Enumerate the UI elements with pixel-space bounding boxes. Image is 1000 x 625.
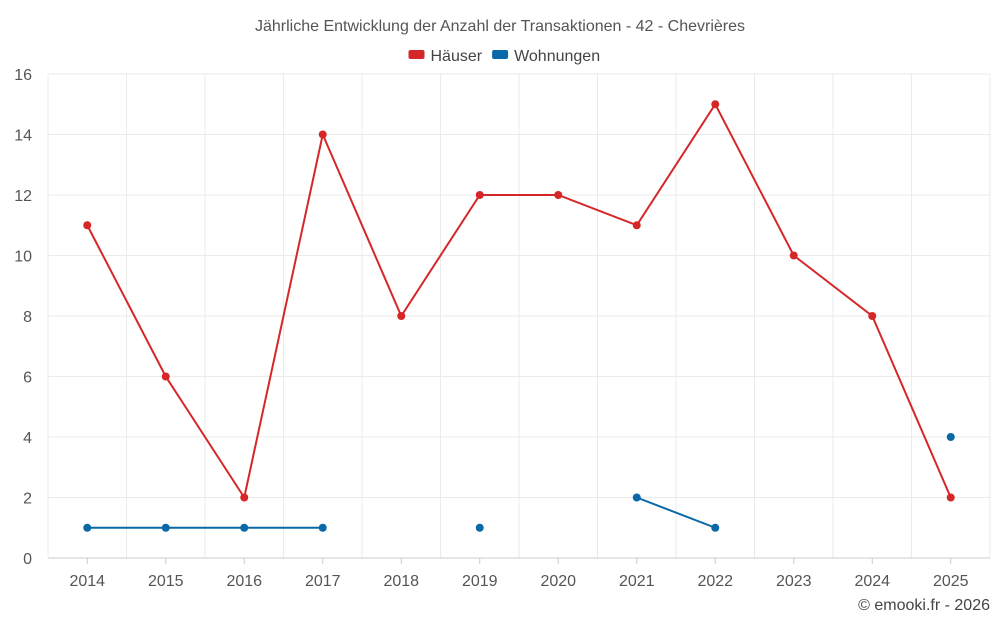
data-point[interactable] [161, 372, 170, 381]
data-point[interactable] [475, 523, 484, 532]
x-tick-label: 2025 [933, 573, 969, 590]
data-point[interactable] [161, 523, 170, 532]
x-tick-label: 2024 [854, 573, 890, 590]
y-axis: 0 2 4 6 8 10 12 14 16 [14, 67, 32, 568]
data-point[interactable] [318, 523, 327, 532]
x-tick-label: 2017 [305, 573, 341, 590]
y-tick-label: 4 [23, 430, 32, 447]
data-point[interactable] [83, 523, 92, 532]
data-point[interactable] [946, 433, 955, 441]
credit: © emooki.fr - 2026 [858, 597, 990, 614]
x-tick-label: 2020 [540, 573, 576, 590]
series-line [86, 102, 952, 501]
data-point[interactable] [789, 251, 798, 260]
y-tick-label: 10 [14, 249, 32, 266]
legend-label[interactable]: Wohnungen [514, 48, 600, 65]
y-tick-label: 6 [23, 370, 32, 387]
legend-swatch [408, 50, 425, 59]
y-tick-label: 2 [23, 491, 32, 508]
x-tick-label: 2018 [383, 573, 419, 590]
series-wohnungen [83, 433, 955, 532]
data-point[interactable] [868, 312, 877, 320]
legend: Häuser Wohnungen [408, 48, 600, 65]
y-tick-label: 14 [14, 128, 32, 145]
data-point[interactable] [318, 130, 327, 139]
x-tick-label: 2014 [69, 573, 105, 590]
y-tick-label: 0 [23, 551, 32, 568]
data-point[interactable] [475, 191, 484, 199]
x-tick-label: 2019 [462, 573, 498, 590]
data-point[interactable] [632, 221, 641, 230]
data-point[interactable] [946, 493, 955, 502]
data-point[interactable] [240, 493, 249, 502]
y-tick-label: 16 [14, 67, 32, 84]
chart-title: Jährliche Entwicklung der Anzahl der Tra… [255, 18, 745, 35]
x-tick-label: 2015 [148, 573, 184, 590]
series-haeuser [83, 100, 955, 502]
data-point[interactable] [554, 191, 563, 199]
data-point[interactable] [632, 493, 641, 502]
grid [47, 73, 991, 559]
data-point[interactable] [711, 523, 720, 532]
data-point[interactable] [397, 312, 406, 320]
legend-swatch [492, 50, 509, 59]
y-tick-label: 12 [14, 188, 32, 205]
y-tick-label: 8 [23, 309, 32, 326]
data-point[interactable] [711, 100, 720, 109]
x-tick-label: 2022 [697, 573, 733, 590]
x-axis: 2014 2015 2016 2017 2018 2019 2020 2021 2022 2023… [69, 558, 969, 590]
series-line [636, 496, 716, 529]
x-tick-label: 2023 [776, 573, 812, 590]
x-tick-label: 2021 [619, 573, 655, 590]
data-point[interactable] [240, 523, 249, 532]
series-layer [83, 100, 955, 532]
x-tick-label: 2016 [226, 573, 262, 590]
legend-label[interactable]: Häuser [431, 48, 483, 65]
data-point[interactable] [83, 221, 92, 230]
